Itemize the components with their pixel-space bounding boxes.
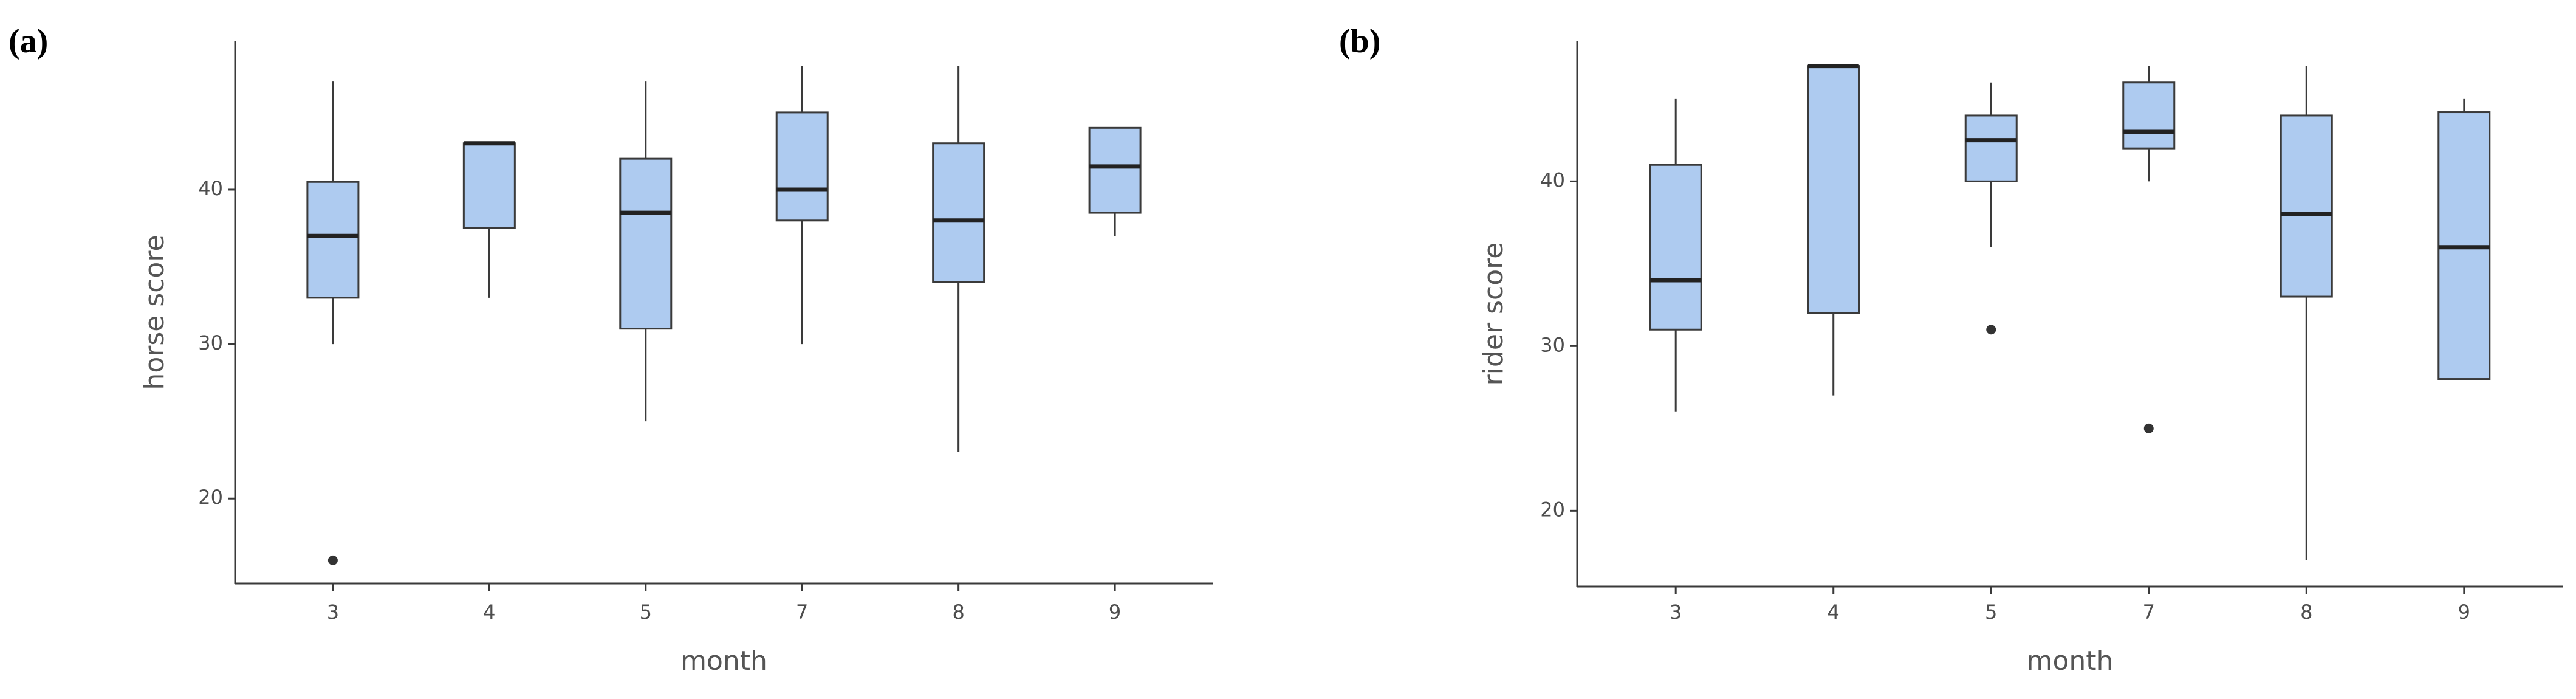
box	[1964, 114, 2018, 182]
panel-label: (b)	[1339, 22, 1380, 60]
x-axis-title: month	[2027, 646, 2114, 677]
box	[775, 111, 829, 222]
x-tick-label: 7	[2143, 601, 2155, 624]
y-tick-label: 20	[198, 486, 223, 509]
box	[619, 157, 673, 330]
box	[306, 181, 360, 299]
outlier	[327, 555, 338, 565]
y-axis-title: horse score	[139, 235, 170, 390]
outlier	[1986, 325, 1996, 335]
y-axis-title: rider score	[1478, 243, 1509, 386]
y-tick-label: 30	[198, 331, 223, 354]
x-tick-label: 4	[483, 601, 495, 624]
x-tick-label: 9	[2458, 601, 2470, 624]
box	[1807, 65, 1860, 314]
x-tick-label: 8	[952, 601, 964, 624]
x-tick-label: 5	[1985, 601, 1997, 624]
y-tick-label: 30	[1540, 333, 1565, 356]
box	[2280, 114, 2333, 298]
y-tick-label: 40	[198, 177, 223, 200]
x-tick-label: 3	[327, 601, 339, 624]
x-tick-label: 3	[1670, 601, 1682, 624]
x-tick-label: 5	[640, 601, 652, 624]
x-tick-label: 8	[2300, 601, 2312, 624]
x-tick-label: 9	[1109, 601, 1121, 624]
y-tick-label: 20	[1540, 498, 1565, 521]
x-tick-label: 7	[796, 601, 808, 624]
box	[1649, 164, 1702, 331]
y-tick-label: 40	[1540, 168, 1565, 191]
box	[2122, 81, 2176, 150]
x-tick-label: 4	[1828, 601, 1840, 624]
panel-label: (a)	[9, 22, 48, 60]
x-axis-title: month	[680, 646, 767, 677]
box	[462, 142, 516, 229]
box	[1088, 126, 1142, 214]
outlier	[2143, 423, 2154, 433]
box	[932, 142, 985, 283]
